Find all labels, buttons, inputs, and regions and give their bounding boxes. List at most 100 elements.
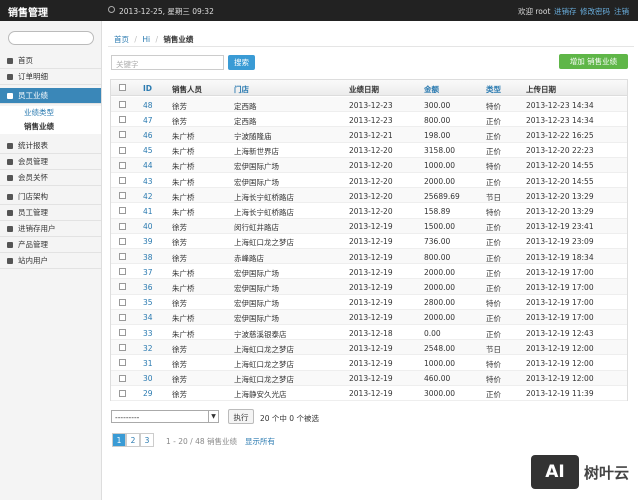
row-id-link[interactable]: 38: [143, 252, 153, 262]
table-cell: 2013-12-20 13:29: [526, 191, 594, 201]
select-value: ---------: [115, 413, 140, 422]
column-header[interactable]: 上传日期: [526, 85, 556, 94]
table-row: 29 徐芳 上海静安久光店 2013-12-19 3000.00 正价 2013-12-19…: [111, 385, 627, 401]
table-cell: 2548.00: [424, 343, 456, 353]
menu-item[interactable]: 员工管理: [0, 205, 101, 221]
table-row: 41 朱广桥 上海长宁虹桥路店 2013-12-20 158.89 特价 2013-12-2…: [111, 203, 627, 219]
row-checkbox[interactable]: [119, 177, 126, 184]
row-id-link[interactable]: 48: [143, 100, 153, 110]
table-cell: 正价: [486, 329, 501, 339]
table-cell: 正价: [486, 147, 501, 157]
menu-icon: [7, 159, 13, 165]
crumb[interactable]: 首页: [114, 35, 129, 44]
row-id-link[interactable]: 29: [143, 389, 153, 399]
menu-item[interactable]: 会员管理: [0, 154, 101, 170]
row-checkbox[interactable]: [119, 389, 126, 397]
table-row: 46 朱广桥 宁波随隆庙 2013-12-21 198.00 正价 2013-12-22 1…: [111, 127, 627, 143]
column-header[interactable]: 销售人员: [172, 85, 202, 94]
row-id-link[interactable]: 42: [143, 191, 153, 201]
row-checkbox[interactable]: [119, 161, 126, 169]
table-cell: 736.00: [424, 237, 451, 247]
menu-item[interactable]: 进销存用户: [0, 221, 101, 237]
row-id-link[interactable]: 39: [143, 237, 153, 247]
execute-button[interactable]: 执行: [228, 409, 254, 424]
row-checkbox[interactable]: [119, 359, 126, 367]
row-checkbox[interactable]: [119, 253, 126, 260]
row-checkbox[interactable]: [119, 207, 126, 215]
crumb[interactable]: Hi: [142, 35, 151, 44]
row-id-link[interactable]: 34: [143, 313, 153, 323]
table-cell: 2013-12-20 13:29: [526, 206, 594, 216]
search-button[interactable]: 搜索: [228, 55, 255, 70]
row-id-link[interactable]: 43: [143, 176, 153, 186]
row-id-link[interactable]: 35: [143, 298, 153, 308]
table-cell: 2013-12-19 17:00: [526, 267, 594, 277]
table-cell: 徐芳: [172, 375, 187, 385]
table-cell: 宏伊国际广场: [234, 314, 279, 324]
action-select[interactable]: --------- ▼: [111, 410, 219, 423]
submenu-item[interactable]: 业绩类型: [0, 106, 101, 120]
table-cell: 正价: [486, 131, 501, 141]
row-checkbox[interactable]: [119, 329, 126, 336]
row-checkbox[interactable]: [119, 298, 126, 306]
show-all[interactable]: 显示所有: [245, 437, 275, 446]
row-id-link[interactable]: 47: [143, 115, 153, 125]
row-checkbox[interactable]: [119, 237, 126, 245]
row-checkbox[interactable]: [119, 192, 126, 200]
menu-item[interactable]: 门店架构: [0, 189, 101, 205]
row-checkbox[interactable]: [119, 374, 126, 382]
menu-item[interactable]: 员工业绩: [0, 88, 101, 104]
row-checkbox[interactable]: [119, 116, 126, 124]
menu-item[interactable]: 订单明细: [0, 69, 101, 85]
row-checkbox[interactable]: [119, 101, 126, 108]
submenu-item[interactable]: 销售业绩: [0, 120, 101, 134]
row-id-link[interactable]: 32: [143, 343, 153, 353]
row-checkbox[interactable]: [119, 222, 126, 230]
menu-item[interactable]: 会员关怀: [0, 170, 101, 186]
column-header[interactable]: ID: [143, 84, 153, 93]
row-checkbox[interactable]: [119, 344, 126, 352]
add-button[interactable]: 增加 销售业绩: [559, 54, 628, 69]
table-cell: 朱广桥: [172, 177, 195, 187]
row-id-link[interactable]: 33: [143, 328, 153, 338]
search-input[interactable]: 关键字: [111, 55, 224, 70]
row-checkbox[interactable]: [119, 283, 126, 291]
row-id-link[interactable]: 30: [143, 374, 153, 384]
menu-item[interactable]: 产品管理: [0, 237, 101, 253]
top-link[interactable]: 进销存: [554, 7, 577, 16]
row-id-link[interactable]: 40: [143, 222, 153, 232]
column-header[interactable]: 业绩日期: [349, 85, 379, 94]
row-checkbox[interactable]: [119, 268, 126, 276]
page-link[interactable]: 3: [140, 433, 154, 447]
row-checkbox[interactable]: [119, 146, 126, 154]
row-checkbox[interactable]: [119, 131, 126, 139]
table-row: 35 徐芳 宏伊国际广场 2013-12-19 2800.00 特价 2013-12-19 …: [111, 294, 627, 310]
sidebar-search[interactable]: [8, 31, 94, 45]
table-row: 33 朱广桥 宁波慈溪银泰店 2013-12-18 0.00 正价 2013-12-19 1…: [111, 325, 627, 341]
page-link[interactable]: 1: [112, 433, 126, 447]
table-cell: 朱广桥: [172, 192, 195, 202]
row-id-link[interactable]: 45: [143, 146, 153, 156]
menu-item[interactable]: 站内用户: [0, 253, 101, 269]
row-id-link[interactable]: 41: [143, 206, 153, 216]
select-all-checkbox[interactable]: [119, 84, 126, 91]
column-header[interactable]: 类型: [486, 85, 501, 94]
table-cell: 定西路: [234, 101, 257, 111]
column-header[interactable]: 金额: [424, 85, 439, 94]
watermark-logo: AI: [531, 455, 579, 489]
page-link[interactable]: 2: [126, 433, 140, 447]
row-id-link[interactable]: 46: [143, 130, 153, 140]
column-header[interactable]: 门店: [234, 85, 249, 94]
row-id-link[interactable]: 37: [143, 267, 153, 277]
row-id-link[interactable]: 36: [143, 282, 153, 292]
row-checkbox[interactable]: [119, 313, 126, 321]
top-link[interactable]: 修改密码: [580, 7, 610, 16]
menu-item[interactable]: 统计报表: [0, 138, 101, 154]
row-id-link[interactable]: 44: [143, 161, 153, 171]
row-id-link[interactable]: 31: [143, 358, 153, 368]
menu-item[interactable]: 首页: [0, 53, 101, 69]
menu-icon: [7, 242, 13, 248]
top-link[interactable]: 注销: [614, 7, 629, 16]
table-cell: 正价: [486, 283, 501, 293]
